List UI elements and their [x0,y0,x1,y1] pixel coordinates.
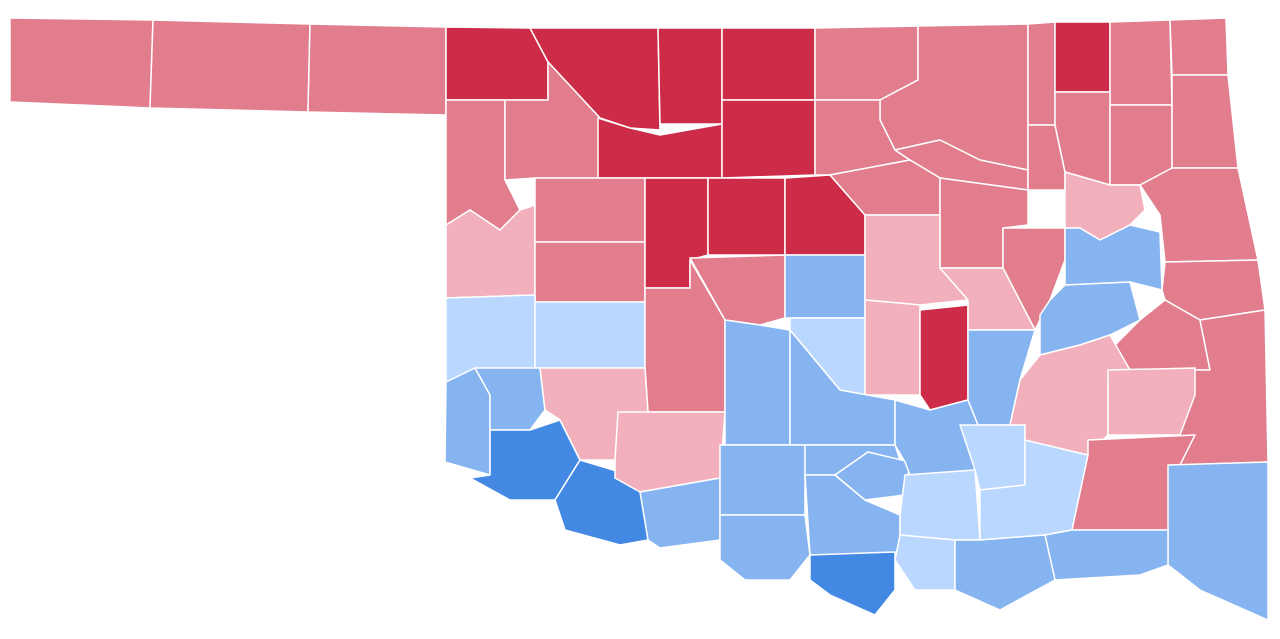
county [1167,461,1269,621]
county [864,299,921,396]
county [445,26,549,101]
county [899,469,981,541]
county [919,304,969,411]
county [809,551,896,616]
county [1027,21,1056,126]
county [954,534,1056,611]
county [1064,224,1163,291]
county [1109,19,1173,106]
county [149,19,311,113]
county [1107,367,1196,436]
county [534,301,646,369]
county [307,23,447,116]
county [657,27,723,125]
county [534,241,646,303]
county [9,17,154,109]
county [719,444,806,516]
county [534,177,646,243]
county [689,254,786,326]
county [639,477,721,549]
county [1054,21,1111,93]
county [724,319,791,446]
county [719,514,811,581]
county [721,27,816,101]
county [707,177,786,256]
county [894,534,956,591]
county [721,99,816,179]
county [1171,74,1239,169]
county [1169,17,1229,76]
county [1044,529,1169,581]
county [784,254,866,319]
